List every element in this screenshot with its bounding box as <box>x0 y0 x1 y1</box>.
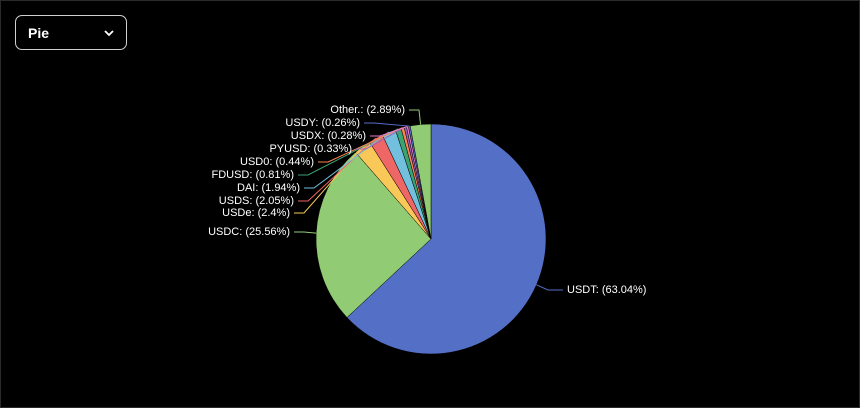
label-line <box>356 126 406 150</box>
slice-label: USD0: (0.44%) <box>240 156 314 168</box>
chart-type-dropdown[interactable]: Pie <box>15 15 127 50</box>
dropdown-label: Pie <box>28 24 50 41</box>
label-line <box>318 127 403 163</box>
chevron-icon <box>104 29 114 36</box>
slice-label: USDS: (2.05%) <box>219 195 294 207</box>
pie-slice <box>315 151 432 318</box>
label-line <box>298 128 399 176</box>
slice-label: DAI: (1.94%) <box>237 182 300 194</box>
slice-label: USDC: (25.56%) <box>208 226 290 238</box>
label-line <box>304 131 390 189</box>
slice-label: USDX: (0.28%) <box>291 130 366 142</box>
label-line <box>536 284 563 291</box>
label-line <box>364 122 410 127</box>
slice-label: Other.: (2.89%) <box>330 104 405 116</box>
label-line <box>294 231 317 234</box>
slice-label: USDY: (0.26%) <box>285 117 360 129</box>
pie-slice <box>409 123 432 240</box>
slice-label: PYUSD: (0.33%) <box>269 143 352 155</box>
label-line <box>409 109 422 125</box>
slice-label: FDUSD: (0.81%) <box>211 169 294 181</box>
slice-label: USDT: (63.04%) <box>567 284 646 296</box>
pie-slice <box>346 123 547 355</box>
label-line <box>370 125 408 137</box>
slice-label: USDe: (2.4%) <box>222 207 290 219</box>
